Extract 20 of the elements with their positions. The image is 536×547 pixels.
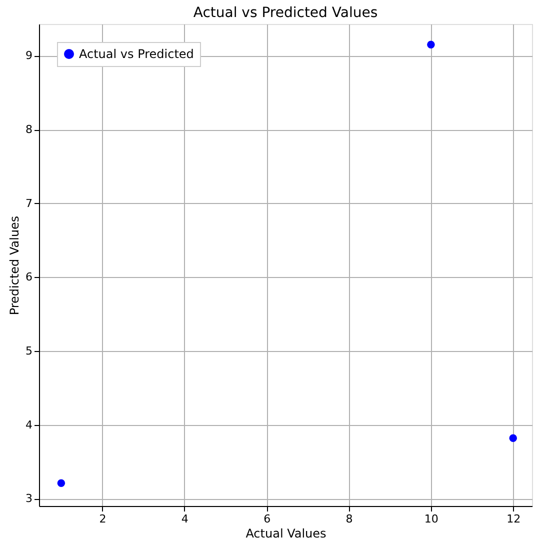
y-tick-label: 5 <box>26 344 32 358</box>
y-tick-label: 3 <box>26 492 32 506</box>
y-axis-title: Predicted Values <box>8 216 22 316</box>
chart-title: Actual vs Predicted Values <box>193 5 378 21</box>
x-tick-label: 10 <box>424 512 438 526</box>
x-tick-label: 2 <box>99 512 106 526</box>
x-axis-title: Actual Values <box>246 526 326 540</box>
point <box>427 40 435 49</box>
x-tick-label: 4 <box>181 512 188 526</box>
x-tick-label: 6 <box>264 512 271 526</box>
x-tick-label: 12 <box>506 512 521 526</box>
y-tick-label: 8 <box>26 123 32 136</box>
point <box>509 434 517 442</box>
y-tick-label: 6 <box>26 270 32 284</box>
y-tick-label: 7 <box>26 196 32 210</box>
point <box>57 479 66 487</box>
y-tick-label: 4 <box>26 418 32 432</box>
x-tick-label: 8 <box>346 512 353 526</box>
legend-label: Actual vs Predicted <box>79 47 194 61</box>
y-tick-label: 9 <box>26 49 32 62</box>
